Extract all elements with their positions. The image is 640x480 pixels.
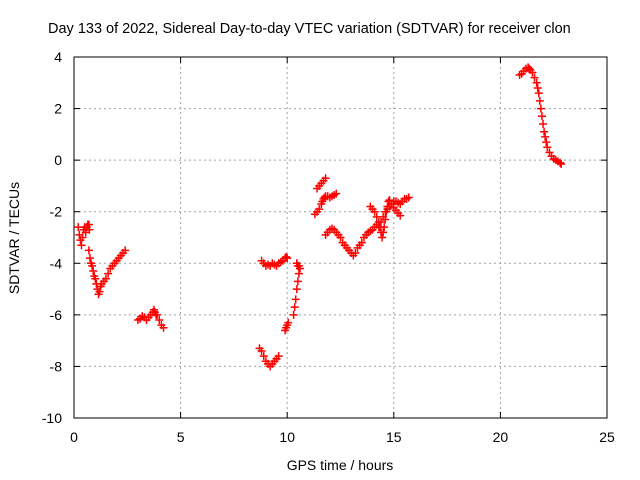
data-point [159, 323, 168, 332]
data-point [539, 120, 548, 129]
data-point [382, 207, 391, 216]
data-point [101, 274, 110, 283]
y-axis: -10 -8 -6 -4 -2 0 2 4 [42, 49, 607, 426]
x-axis-label: GPS time / hours [287, 457, 394, 473]
data-point [383, 202, 392, 211]
data-point [530, 73, 539, 82]
data-point [351, 248, 360, 257]
data-point [556, 158, 565, 167]
data-point [536, 104, 545, 113]
data-point [380, 223, 389, 232]
x-tick-label: 25 [599, 429, 615, 445]
data-point [85, 225, 94, 234]
data-point [374, 218, 383, 227]
data-point [540, 127, 549, 136]
data-point [289, 310, 298, 319]
data-point [541, 132, 550, 141]
data-point [290, 303, 299, 312]
y-tick-label: 4 [54, 49, 62, 65]
data-point [291, 295, 300, 304]
data-point [528, 68, 537, 77]
data-point [78, 233, 87, 242]
y-tick-label: 2 [54, 101, 62, 117]
data-point [294, 269, 303, 278]
data-point [372, 212, 381, 221]
data-point [282, 252, 291, 261]
data-point [293, 277, 302, 286]
data-point [104, 269, 113, 278]
data-point [283, 254, 292, 263]
y-tick-label: -4 [50, 255, 63, 271]
data-point [542, 138, 551, 147]
data-point [332, 189, 341, 198]
data-point [85, 254, 94, 263]
data-point [537, 112, 546, 121]
data-point [557, 160, 566, 169]
plot-frame [73, 56, 608, 419]
data-point [321, 174, 330, 183]
data-point [534, 89, 543, 98]
data-point [88, 261, 97, 270]
data-point [379, 228, 388, 237]
chart-title: Day 133 of 2022, Sidereal Day-to-day VTE… [48, 21, 571, 37]
data-point [532, 78, 541, 87]
data-point [370, 207, 379, 216]
x-axis: 0 5 10 15 20 25 [70, 57, 615, 445]
data-point [95, 287, 104, 296]
data-point [153, 310, 162, 319]
data-point [357, 238, 366, 247]
data-point [77, 241, 86, 250]
data-point [315, 205, 324, 214]
data-point [155, 316, 164, 325]
x-tick-label: 5 [177, 429, 185, 445]
y-axis-label: SDTVAR / TECUs [6, 182, 22, 294]
x-tick-label: 10 [279, 429, 295, 445]
y-tick-label: -10 [42, 410, 62, 426]
data-point [404, 193, 413, 202]
data-point [84, 246, 93, 255]
data-point [543, 143, 552, 152]
x-tick-label: 15 [386, 429, 402, 445]
data-point [91, 274, 100, 283]
data-point [378, 233, 387, 242]
data-point [259, 352, 268, 361]
data-point [121, 246, 130, 255]
data-point [292, 285, 301, 294]
y-tick-label: -2 [50, 204, 63, 220]
y-tick-label: 0 [54, 152, 62, 168]
x-tick-label: 0 [70, 429, 78, 445]
data-point [284, 318, 293, 327]
y-tick-label: -6 [50, 307, 63, 323]
y-tick-label: -8 [50, 358, 63, 374]
data-point [257, 346, 266, 355]
x-tick-label: 20 [493, 429, 509, 445]
data-point [396, 211, 405, 220]
data-points [74, 63, 566, 371]
data-point [336, 233, 345, 242]
data-point [381, 215, 390, 224]
data-point [535, 96, 544, 105]
data-point [89, 267, 98, 276]
data-point [294, 261, 303, 270]
grid [74, 57, 607, 418]
data-point [274, 352, 283, 361]
data-point [533, 83, 542, 92]
